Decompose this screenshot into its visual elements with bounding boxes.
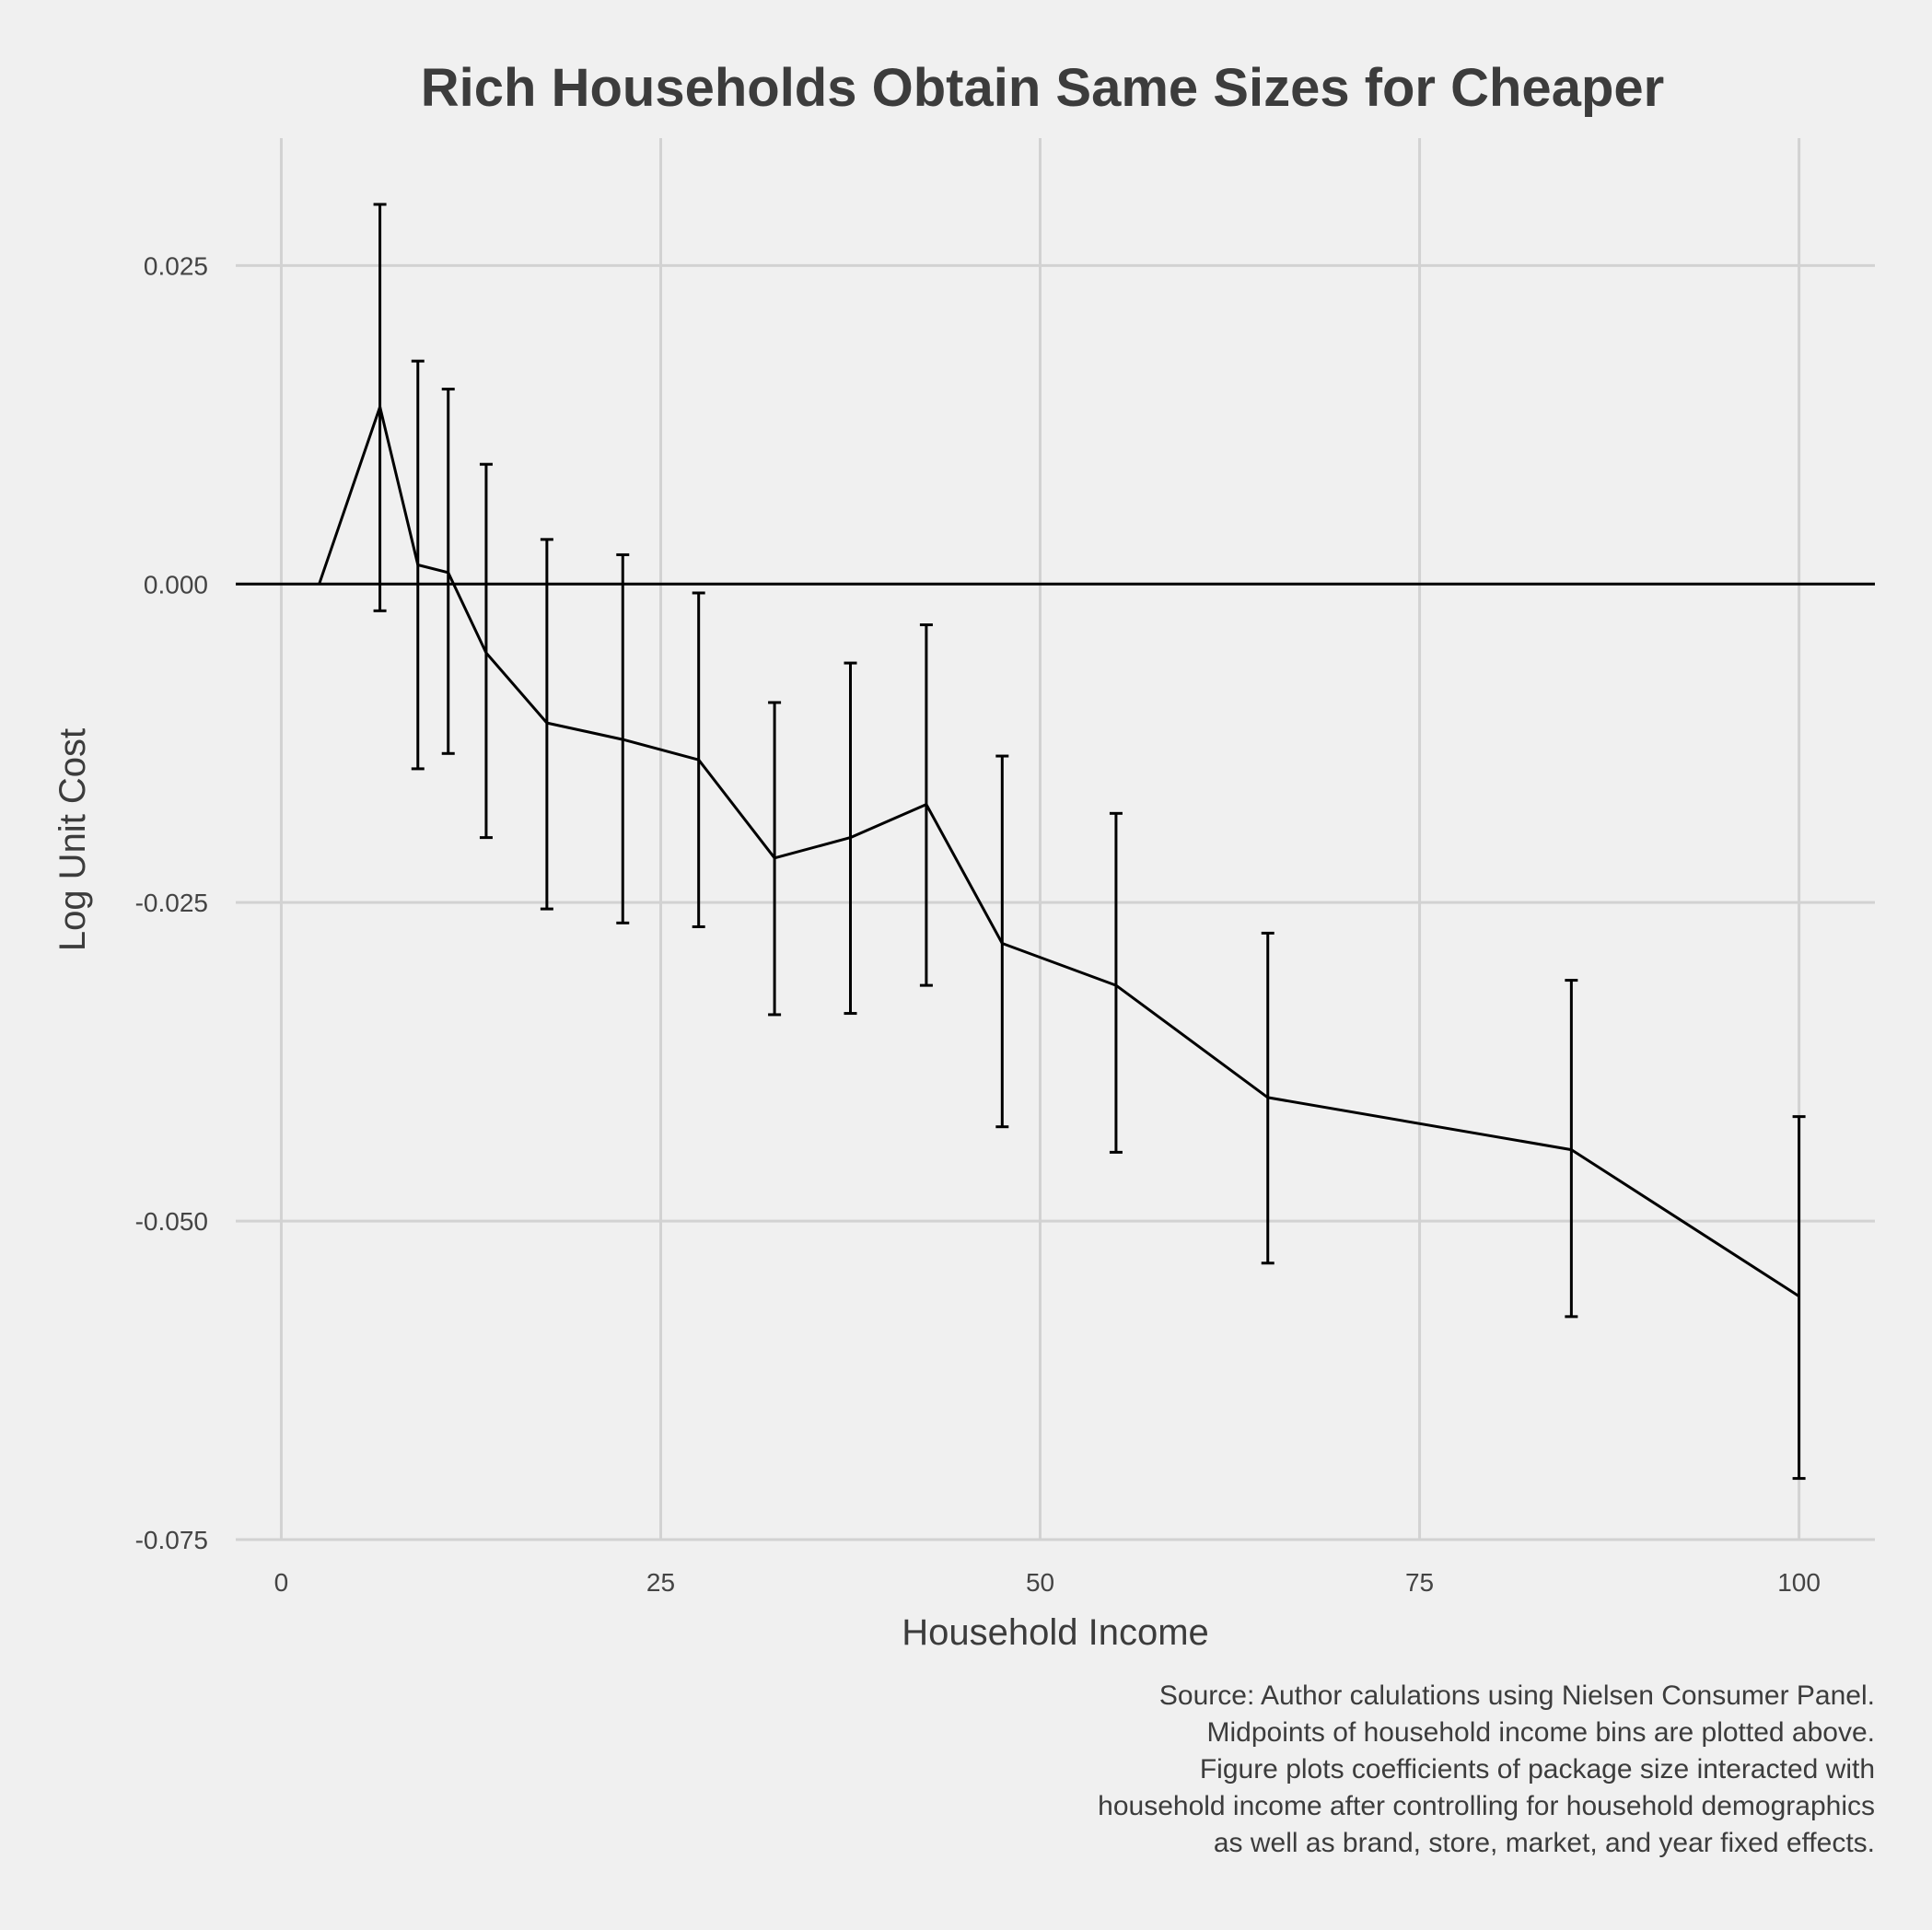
x-tick-label: 100 (1777, 1568, 1821, 1597)
y-axis-label: Log Unit Cost (52, 728, 93, 951)
x-tick-labels: 0 25 50 75 100 (274, 1568, 1821, 1597)
caption-line: Figure plots coefficients of package siz… (1200, 1754, 1875, 1785)
y-tick-label: 0.025 (144, 251, 208, 280)
caption-line: Source: Author calulations using Nielsen… (1159, 1680, 1875, 1711)
y-tick-label: 0.000 (144, 570, 208, 599)
series-line (318, 405, 1800, 1297)
x-tick-label: 25 (646, 1568, 675, 1597)
caption-line: household income after controlling for h… (1098, 1791, 1875, 1821)
caption-line: as well as brand, store, market, and yea… (1214, 1828, 1875, 1858)
y-tick-label: -0.025 (135, 889, 208, 917)
y-tick-label: -0.050 (135, 1207, 208, 1236)
x-tick-label: 0 (274, 1568, 289, 1597)
caption-line: Midpoints of household income bins are p… (1207, 1717, 1875, 1748)
y-tick-label: -0.075 (135, 1526, 208, 1554)
caption: Source: Author calulations using Nielsen… (1098, 1680, 1875, 1858)
x-tick-label: 50 (1026, 1568, 1054, 1597)
x-tick-label: 75 (1405, 1568, 1434, 1597)
chart-title: Rich Households Obtain Same Sizes for Ch… (421, 58, 1664, 118)
y-tick-labels: 0.025 0.000 -0.025 -0.050 -0.075 (135, 251, 208, 1554)
x-axis-label: Household Income (902, 1612, 1209, 1653)
